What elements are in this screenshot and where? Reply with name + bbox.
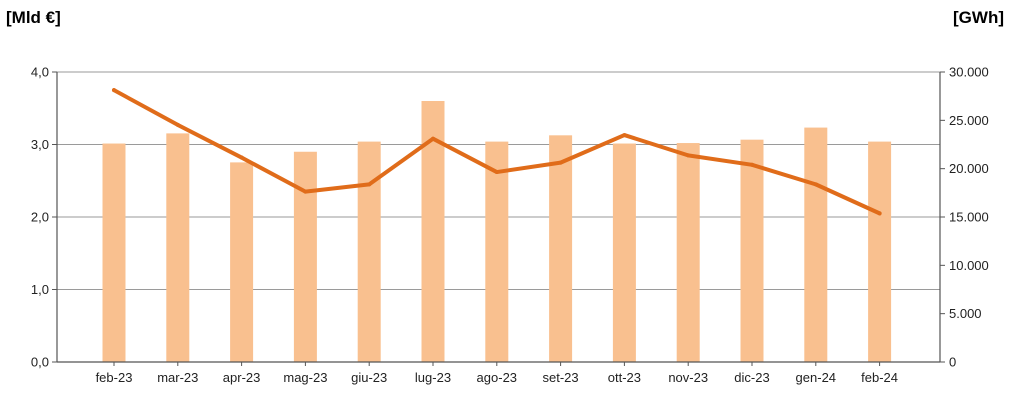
line-point-lug-23 bbox=[431, 136, 435, 141]
left-tick-label: 0,0 bbox=[31, 355, 49, 370]
line-point-apr-23 bbox=[239, 155, 244, 160]
x-axis-ticks: feb-23 mar-23 apr-23 mag-23 giu-23 lug-23 ago-… bbox=[96, 362, 898, 385]
right-tick-label: 30.000 bbox=[949, 65, 989, 80]
x-tick-label: lug-23 bbox=[415, 370, 451, 385]
bar-giu-23 bbox=[357, 141, 381, 362]
right-tick-label: 5.000 bbox=[949, 306, 982, 321]
bar-mag-23 bbox=[293, 151, 317, 362]
x-tick-label: ago-23 bbox=[477, 370, 517, 385]
line-point-feb-23 bbox=[112, 88, 116, 93]
x-tick-label: apr-23 bbox=[223, 370, 261, 385]
right-axis-ticks: 0 5.000 10.000 15.000 20.000 25.000 30.000 bbox=[940, 65, 989, 370]
line-point-gen-24 bbox=[813, 182, 818, 187]
left-axis-unit-label: [Mld €] bbox=[6, 8, 61, 27]
line-point-ott-23 bbox=[622, 133, 627, 138]
x-tick-label: mag-23 bbox=[283, 370, 327, 385]
x-tick-label: mar-23 bbox=[157, 370, 198, 385]
bars-group bbox=[102, 101, 892, 362]
bar-mar-23 bbox=[166, 133, 190, 362]
bar-feb-23 bbox=[102, 143, 126, 362]
bar-lug-23 bbox=[421, 101, 445, 362]
right-tick-label: 0 bbox=[949, 355, 956, 370]
left-tick-label: 4,0 bbox=[31, 65, 49, 80]
line-point-feb-24 bbox=[877, 211, 882, 216]
bar-gen-24 bbox=[804, 127, 828, 362]
line-point-mar-23 bbox=[175, 122, 180, 127]
x-tick-label: dic-23 bbox=[734, 370, 769, 385]
bar-set-23 bbox=[549, 135, 573, 362]
bar-dic-23 bbox=[740, 139, 764, 362]
right-tick-label: 10.000 bbox=[949, 258, 989, 273]
bar-ott-23 bbox=[612, 143, 636, 362]
x-tick-label: nov-23 bbox=[668, 370, 708, 385]
line-point-giu-23 bbox=[367, 182, 372, 187]
left-tick-label: 2,0 bbox=[31, 210, 49, 225]
right-tick-label: 15.000 bbox=[949, 210, 989, 225]
x-tick-label: feb-23 bbox=[96, 370, 133, 385]
left-tick-label: 1,0 bbox=[31, 282, 49, 297]
line-point-set-23 bbox=[558, 160, 563, 165]
line-point-nov-23 bbox=[686, 153, 691, 158]
bar-apr-23 bbox=[230, 162, 254, 362]
bar-nov-23 bbox=[676, 143, 700, 362]
bar-feb-24 bbox=[868, 141, 892, 362]
line-point-ago-23 bbox=[494, 170, 499, 175]
x-tick-label: set-23 bbox=[543, 370, 579, 385]
x-tick-label: feb-24 bbox=[861, 370, 898, 385]
line-point-dic-23 bbox=[750, 162, 754, 167]
line-series-group bbox=[112, 88, 882, 216]
right-axis-unit-label: [GWh] bbox=[953, 8, 1004, 27]
x-tick-label: giu-23 bbox=[351, 370, 387, 385]
x-tick-label: ott-23 bbox=[608, 370, 641, 385]
right-tick-label: 20.000 bbox=[949, 161, 989, 176]
x-tick-label: gen-24 bbox=[796, 370, 836, 385]
bar-ago-23 bbox=[485, 141, 509, 362]
right-tick-label: 25.000 bbox=[949, 113, 989, 128]
line-point-mag-23 bbox=[303, 189, 308, 194]
left-axis-ticks: 0,0 1,0 2,0 3,0 4,0 bbox=[31, 65, 57, 370]
left-tick-label: 3,0 bbox=[31, 137, 49, 152]
